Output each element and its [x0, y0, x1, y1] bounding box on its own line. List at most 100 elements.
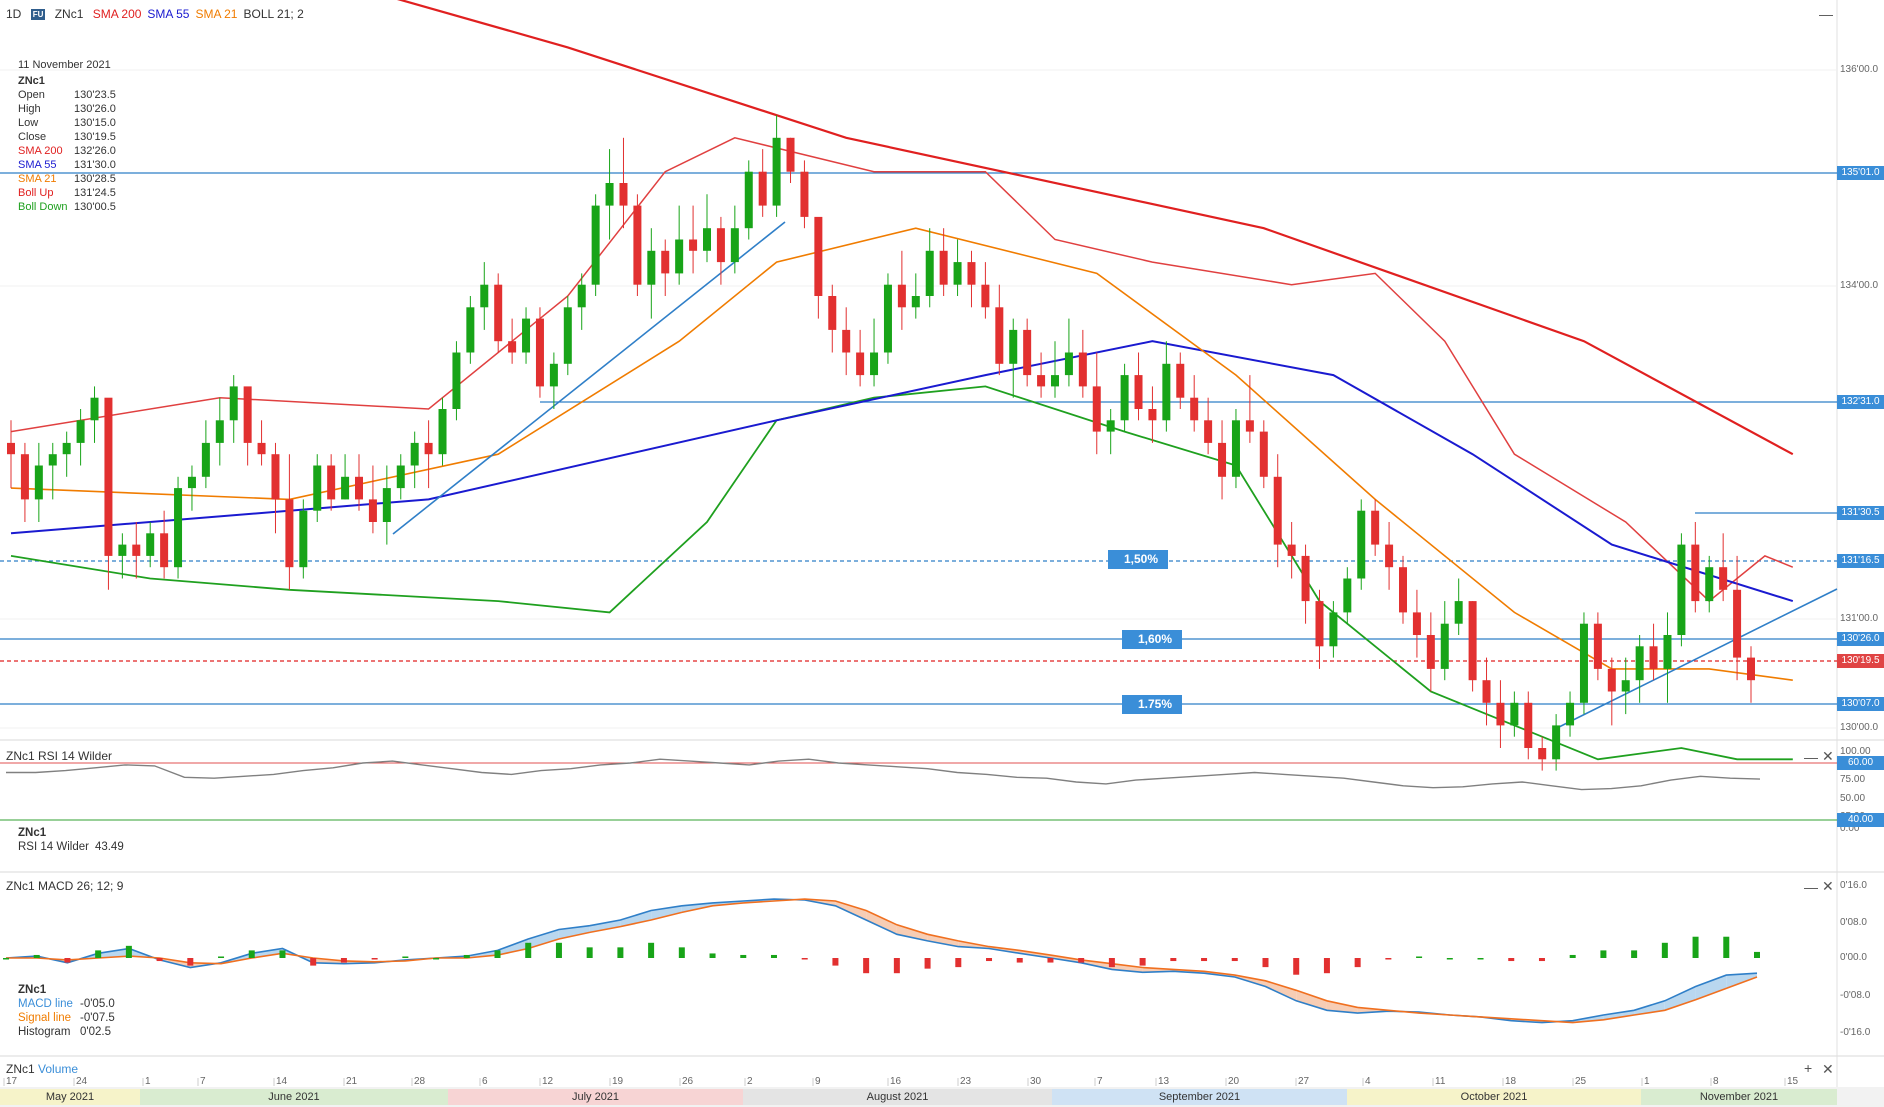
macd-histogram-bar [1262, 958, 1269, 968]
study-label[interactable]: SMA 200 [92, 7, 142, 21]
macd-cloud [835, 901, 867, 920]
study-label[interactable]: SMA 21 [195, 7, 238, 21]
candle-body [1204, 420, 1213, 443]
day-tick-label: 25 [1575, 1076, 1587, 1087]
data-window-symbol: ZNc1 [18, 75, 45, 87]
month-band: August 2021 [743, 1089, 1052, 1105]
macd-cloud [896, 924, 928, 941]
macd-histogram-bar [156, 958, 163, 962]
volume-add-icon[interactable]: + [1804, 1060, 1813, 1076]
data-window-key: Open [18, 89, 45, 101]
macd-legend-value: -0'05.0 [80, 998, 115, 1010]
data-window-key: Low [18, 117, 39, 129]
candle-body [549, 363, 558, 387]
data-window-key: Boll Down [18, 201, 68, 213]
macd-histogram-bar [95, 950, 102, 958]
macd-cloud [620, 910, 652, 927]
rsi-legend-key: RSI 14 Wilder [18, 841, 89, 853]
data-window-row: SMA 21 130'28.5 [18, 172, 116, 186]
month-band: June 2021 [140, 1089, 448, 1105]
candle-body [90, 397, 99, 421]
price-level-tag: 135'01.0 [1837, 166, 1884, 180]
data-window-row: SMA 200 132'26.0 [18, 144, 116, 158]
day-tick-label: 1 [1644, 1076, 1650, 1087]
candle-body [675, 239, 684, 274]
candle-body [758, 171, 767, 206]
study-label[interactable]: BOLL 21; 2 [243, 7, 304, 21]
candle-body [1510, 702, 1519, 726]
macd-cloud [589, 920, 621, 933]
candle-body [1315, 601, 1324, 647]
macd-histogram-bar [1754, 951, 1760, 958]
candle-body [243, 386, 252, 443]
candle-body [215, 420, 224, 443]
candle-body [7, 442, 15, 455]
day-tick-label: 28 [414, 1076, 426, 1087]
rsi-level-tag: 60.00 [1837, 756, 1884, 770]
macd-histogram-bar [525, 942, 532, 958]
macd-tick-label: 0'08.0 [1840, 917, 1867, 928]
candle-body [1051, 375, 1059, 387]
candle-body [271, 454, 280, 500]
candle-body [480, 284, 489, 308]
macd-cloud [1326, 1000, 1358, 1014]
symbol-label[interactable]: ZNc1 [54, 7, 84, 21]
rsi-close-icon[interactable]: ✕ [1822, 748, 1834, 764]
candle-body [313, 465, 322, 511]
data-window-key: SMA 55 [18, 159, 57, 171]
macd-histogram-bar [832, 958, 839, 966]
interval-label[interactable]: 1D [6, 7, 22, 21]
macd-histogram-bar [1600, 950, 1607, 958]
macd-histogram-bar [248, 950, 255, 958]
minimize-icon[interactable]: — [1819, 6, 1833, 22]
volume-close-icon[interactable]: ✕ [1822, 1061, 1834, 1077]
day-tick-label: 13 [1158, 1076, 1170, 1087]
macd-cloud [98, 948, 129, 958]
rsi-legend-symbol: ZNc1 [18, 827, 47, 839]
macd-histogram-bar [1416, 956, 1423, 958]
macd-histogram-bar [924, 958, 931, 969]
macd-legend-symbol: ZNc1 [18, 984, 47, 996]
macd-cloud [866, 910, 897, 935]
candle-body [368, 499, 377, 522]
candle-body [716, 228, 725, 263]
macd-histogram-bar [1477, 958, 1484, 960]
candle-body [1190, 397, 1199, 421]
macd-histogram-bar [1385, 958, 1392, 960]
macd-histogram-bar [1016, 958, 1023, 963]
sma55-line [10, 340, 1794, 603]
macd-close-icon[interactable]: ✕ [1822, 878, 1834, 894]
price-tick-label: 136'00.0 [1840, 64, 1879, 75]
candle-body [1705, 567, 1714, 602]
candle-body [424, 442, 433, 455]
candle-body [1037, 375, 1046, 387]
candle-body [1747, 657, 1755, 681]
macd-minimize-icon[interactable]: — [1804, 879, 1818, 895]
candle-body [76, 420, 85, 443]
rsi-minimize-icon[interactable]: — [1804, 749, 1818, 765]
study-label[interactable]: SMA 55 [147, 7, 190, 21]
day-tick-label: 18 [1505, 1076, 1517, 1087]
day-tick-label: 6 [482, 1076, 488, 1087]
candle-body [327, 465, 336, 500]
data-window-value: 132'26.0 [74, 145, 116, 157]
candle-body [1078, 352, 1087, 387]
price-level-tag: 130'07.0 [1837, 697, 1884, 711]
macd-histogram-bar [801, 958, 808, 960]
data-window-row: High 130'26.0 [18, 102, 116, 116]
day-tick-label: 11 [1435, 1076, 1446, 1087]
candle-body [257, 442, 266, 455]
macd-cloud [1296, 990, 1327, 1011]
data-window-key: Boll Up [18, 187, 54, 199]
day-tick-label: 21 [346, 1076, 358, 1087]
candle-body [146, 533, 155, 556]
candle-body [1176, 363, 1185, 398]
month-band: October 2021 [1347, 1089, 1641, 1105]
candle-body [1468, 601, 1477, 681]
candle-body [814, 216, 823, 296]
candle-body [508, 341, 517, 353]
candle-body [772, 137, 781, 206]
candle-body [911, 296, 920, 308]
